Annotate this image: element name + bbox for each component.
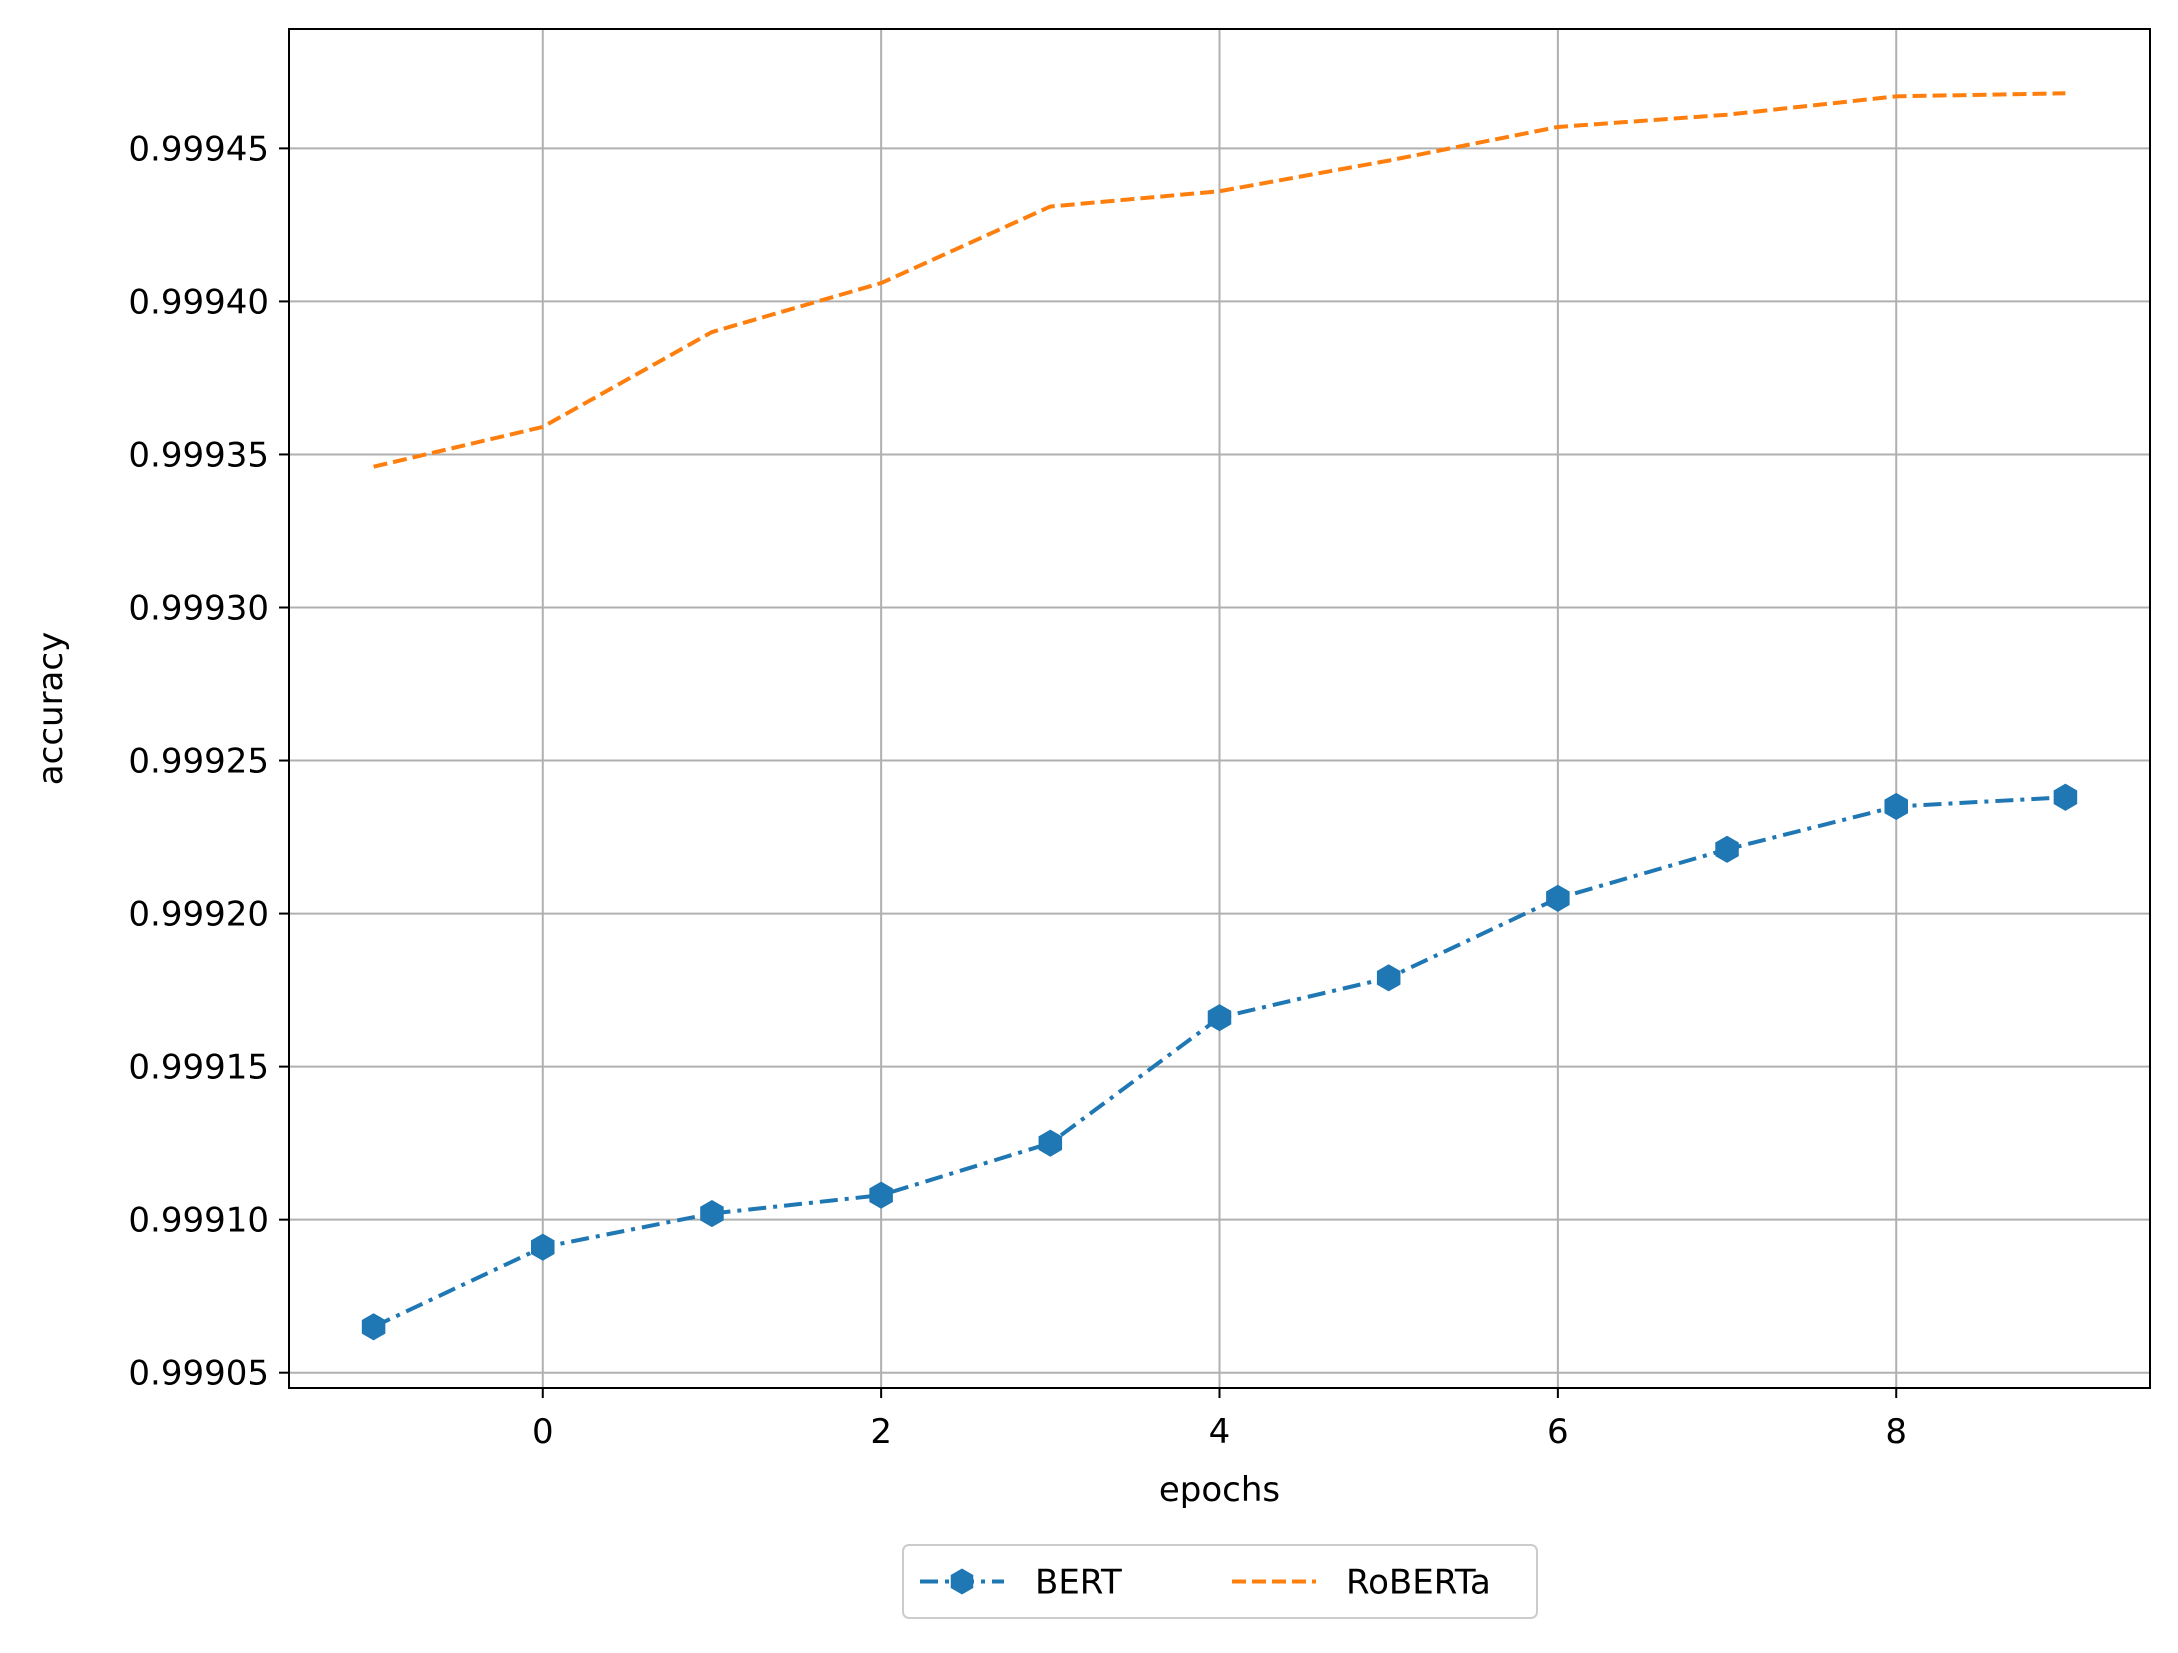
grid xyxy=(289,29,2150,1388)
y-tick-label: 0.99910 xyxy=(128,1201,269,1241)
y-tick-label: 0.99935 xyxy=(128,435,269,475)
series-roberta xyxy=(373,91,2066,469)
x-tick-label: 0 xyxy=(532,1412,554,1452)
y-tick-label: 0.99925 xyxy=(128,742,269,782)
y-tick-label: 0.99945 xyxy=(128,129,269,169)
legend-item-roberta: RoBERTa xyxy=(1232,1563,1491,1603)
legend-label: BERT xyxy=(1035,1563,1122,1603)
legend: BERT RoBERTa xyxy=(902,1544,1538,1619)
x-tick-label: 8 xyxy=(1885,1412,1907,1452)
data-point xyxy=(361,1313,386,1341)
y-tick-label: 0.99940 xyxy=(128,282,269,322)
data-point xyxy=(2053,783,2078,811)
x-tick-label: 6 xyxy=(1547,1412,1569,1452)
data-point xyxy=(1207,1004,1232,1032)
data-point xyxy=(1376,964,1401,992)
series-layer xyxy=(361,91,2078,1341)
y-tick-label: 0.99915 xyxy=(128,1048,269,1088)
x-tick-label: 4 xyxy=(1209,1412,1231,1452)
y-tick-label: 0.99905 xyxy=(128,1354,269,1394)
legend-item-bert: BERT xyxy=(920,1563,1122,1603)
data-point xyxy=(1546,884,1570,912)
legend-swatch-marker xyxy=(950,1568,974,1595)
data-point xyxy=(531,1233,555,1261)
data-point xyxy=(1884,792,1908,821)
x-tick-label: 2 xyxy=(870,1412,892,1452)
y-tick-label: 0.99920 xyxy=(128,895,269,935)
data-point xyxy=(1038,1129,1063,1157)
x-axis-label: epochs xyxy=(1159,1470,1280,1510)
data-point xyxy=(869,1181,893,1209)
legend-box xyxy=(902,1544,1538,1619)
series-bert xyxy=(361,783,2078,1341)
y-axis-label: accuracy xyxy=(31,632,71,785)
series-line xyxy=(373,91,2066,469)
data-point xyxy=(700,1199,724,1228)
legend-label: RoBERTa xyxy=(1346,1563,1491,1603)
y-tick-label: 0.99930 xyxy=(128,588,269,628)
ticks: 0 2 4 6 8 0.99905 0.99910 0.99915 0.99920 0.99925… xyxy=(128,129,1907,1452)
data-point xyxy=(1715,835,1739,863)
